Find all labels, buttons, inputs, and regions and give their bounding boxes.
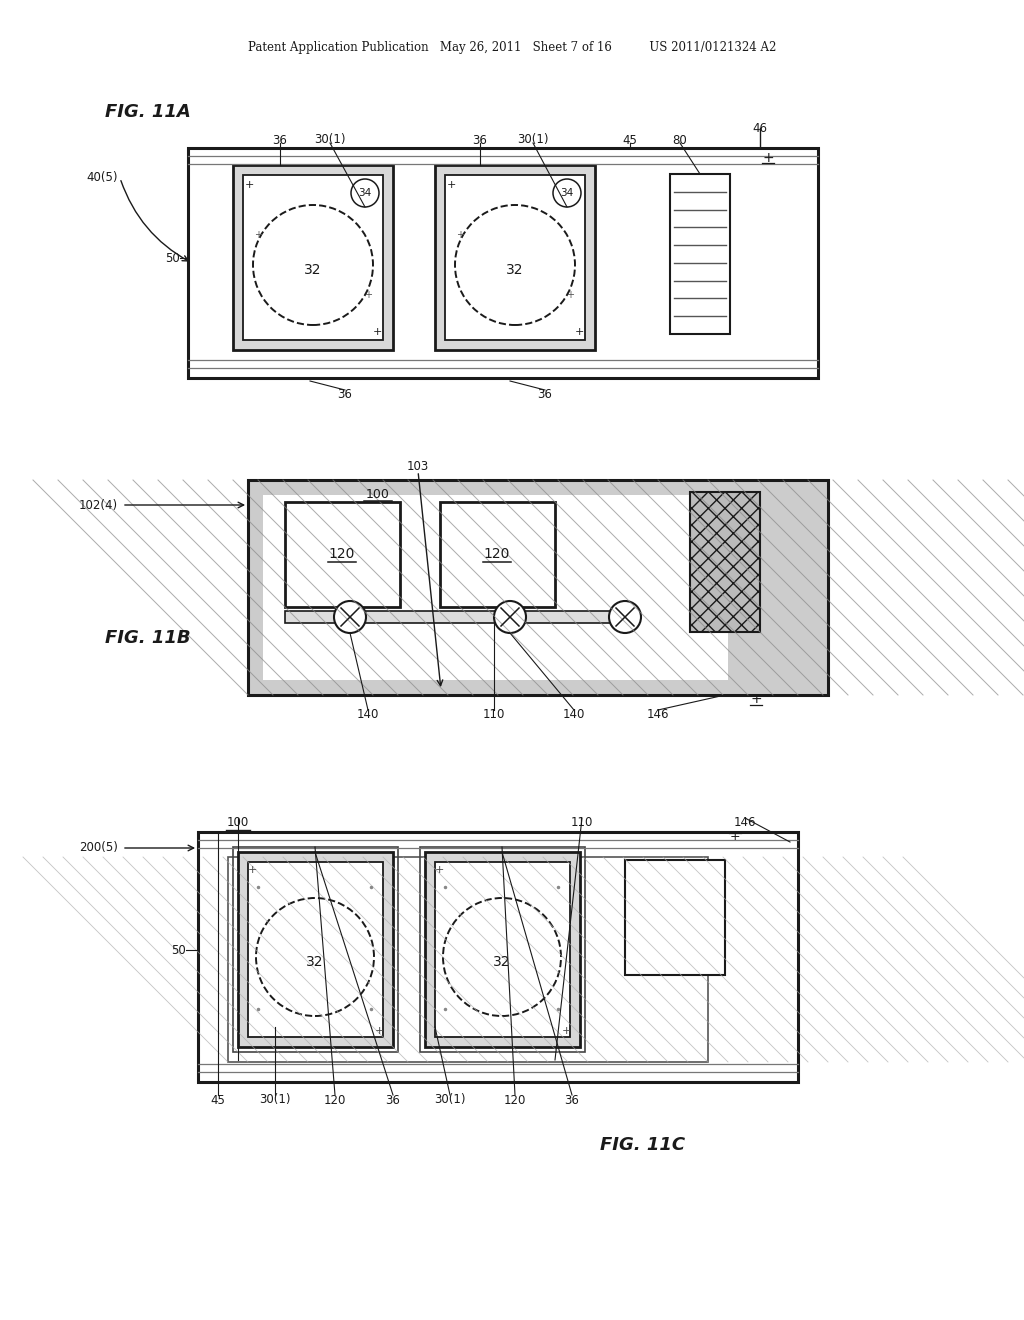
Text: 146: 146 bbox=[647, 708, 670, 721]
Text: 200(5): 200(5) bbox=[79, 842, 118, 854]
Text: +: + bbox=[254, 230, 262, 240]
Text: 34: 34 bbox=[358, 187, 372, 198]
Text: +: + bbox=[245, 180, 254, 190]
Bar bbox=[248, 480, 828, 696]
Text: 110: 110 bbox=[482, 708, 505, 721]
Bar bbox=[440, 502, 555, 607]
Text: 120: 120 bbox=[483, 546, 510, 561]
Text: 103: 103 bbox=[407, 459, 429, 473]
Text: 80: 80 bbox=[673, 133, 687, 147]
Text: +: + bbox=[561, 1026, 570, 1036]
Text: +: + bbox=[730, 830, 740, 843]
Text: 146: 146 bbox=[734, 817, 757, 829]
Text: 40(5): 40(5) bbox=[86, 172, 118, 185]
Bar bbox=[425, 851, 580, 1047]
Text: 100: 100 bbox=[366, 487, 390, 500]
Bar bbox=[233, 847, 398, 1052]
Text: 50: 50 bbox=[171, 944, 185, 957]
Text: $\mathregular{+}$: $\mathregular{+}$ bbox=[762, 150, 774, 165]
Circle shape bbox=[609, 601, 641, 634]
Bar bbox=[238, 851, 393, 1047]
Text: 45: 45 bbox=[211, 1093, 225, 1106]
Text: 110: 110 bbox=[570, 817, 593, 829]
Bar bbox=[198, 832, 798, 1082]
Bar bbox=[420, 847, 585, 1052]
Text: +: + bbox=[375, 1026, 384, 1036]
Text: 36: 36 bbox=[564, 1093, 580, 1106]
Bar bbox=[243, 176, 383, 341]
Text: FIG. 11C: FIG. 11C bbox=[600, 1137, 685, 1154]
Text: +: + bbox=[751, 692, 762, 706]
Text: 36: 36 bbox=[472, 133, 487, 147]
Text: 36: 36 bbox=[338, 388, 352, 401]
Circle shape bbox=[334, 601, 366, 634]
Text: 36: 36 bbox=[386, 1093, 400, 1106]
Circle shape bbox=[553, 180, 581, 207]
Text: 100: 100 bbox=[227, 817, 249, 829]
Text: 30(1): 30(1) bbox=[314, 133, 346, 147]
Text: 32: 32 bbox=[304, 263, 322, 277]
Text: 45: 45 bbox=[623, 133, 637, 147]
Text: 36: 36 bbox=[272, 133, 288, 147]
Text: +: + bbox=[248, 865, 257, 875]
Text: +: + bbox=[446, 180, 456, 190]
Text: +: + bbox=[574, 327, 584, 337]
Text: FIG. 11A: FIG. 11A bbox=[105, 103, 190, 121]
Text: 120: 120 bbox=[329, 546, 355, 561]
Text: +: + bbox=[434, 865, 443, 875]
Bar bbox=[445, 176, 585, 341]
Text: +: + bbox=[456, 230, 464, 240]
Text: 120: 120 bbox=[324, 1093, 346, 1106]
Text: 140: 140 bbox=[356, 708, 379, 721]
Bar bbox=[188, 148, 818, 378]
Text: +: + bbox=[566, 290, 574, 300]
Text: 32: 32 bbox=[506, 263, 523, 277]
Text: 30(1): 30(1) bbox=[434, 1093, 466, 1106]
Text: 34: 34 bbox=[560, 187, 573, 198]
Bar bbox=[285, 611, 625, 623]
Text: 140: 140 bbox=[563, 708, 585, 721]
Bar bbox=[670, 174, 730, 334]
Text: 32: 32 bbox=[494, 954, 511, 969]
Text: 36: 36 bbox=[538, 388, 552, 401]
Bar bbox=[690, 492, 760, 632]
Text: 50: 50 bbox=[165, 252, 179, 264]
Text: 32: 32 bbox=[306, 954, 324, 969]
Bar bbox=[233, 165, 393, 350]
Text: FIG. 11B: FIG. 11B bbox=[105, 630, 190, 647]
Bar bbox=[435, 862, 570, 1038]
Text: +: + bbox=[364, 290, 372, 300]
Text: +: + bbox=[373, 327, 382, 337]
Text: Patent Application Publication   May 26, 2011   Sheet 7 of 16          US 2011/0: Patent Application Publication May 26, 2… bbox=[248, 41, 776, 54]
Circle shape bbox=[351, 180, 379, 207]
Bar bbox=[285, 502, 400, 607]
Bar bbox=[263, 495, 728, 680]
Bar bbox=[228, 857, 708, 1063]
Text: 30(1): 30(1) bbox=[517, 133, 549, 147]
Circle shape bbox=[494, 601, 526, 634]
Bar bbox=[625, 861, 725, 975]
Text: 102(4): 102(4) bbox=[79, 499, 118, 511]
Bar bbox=[435, 165, 595, 350]
Text: 120: 120 bbox=[504, 1093, 526, 1106]
Bar bbox=[248, 862, 383, 1038]
Text: 30(1): 30(1) bbox=[259, 1093, 291, 1106]
Text: 46: 46 bbox=[753, 121, 768, 135]
